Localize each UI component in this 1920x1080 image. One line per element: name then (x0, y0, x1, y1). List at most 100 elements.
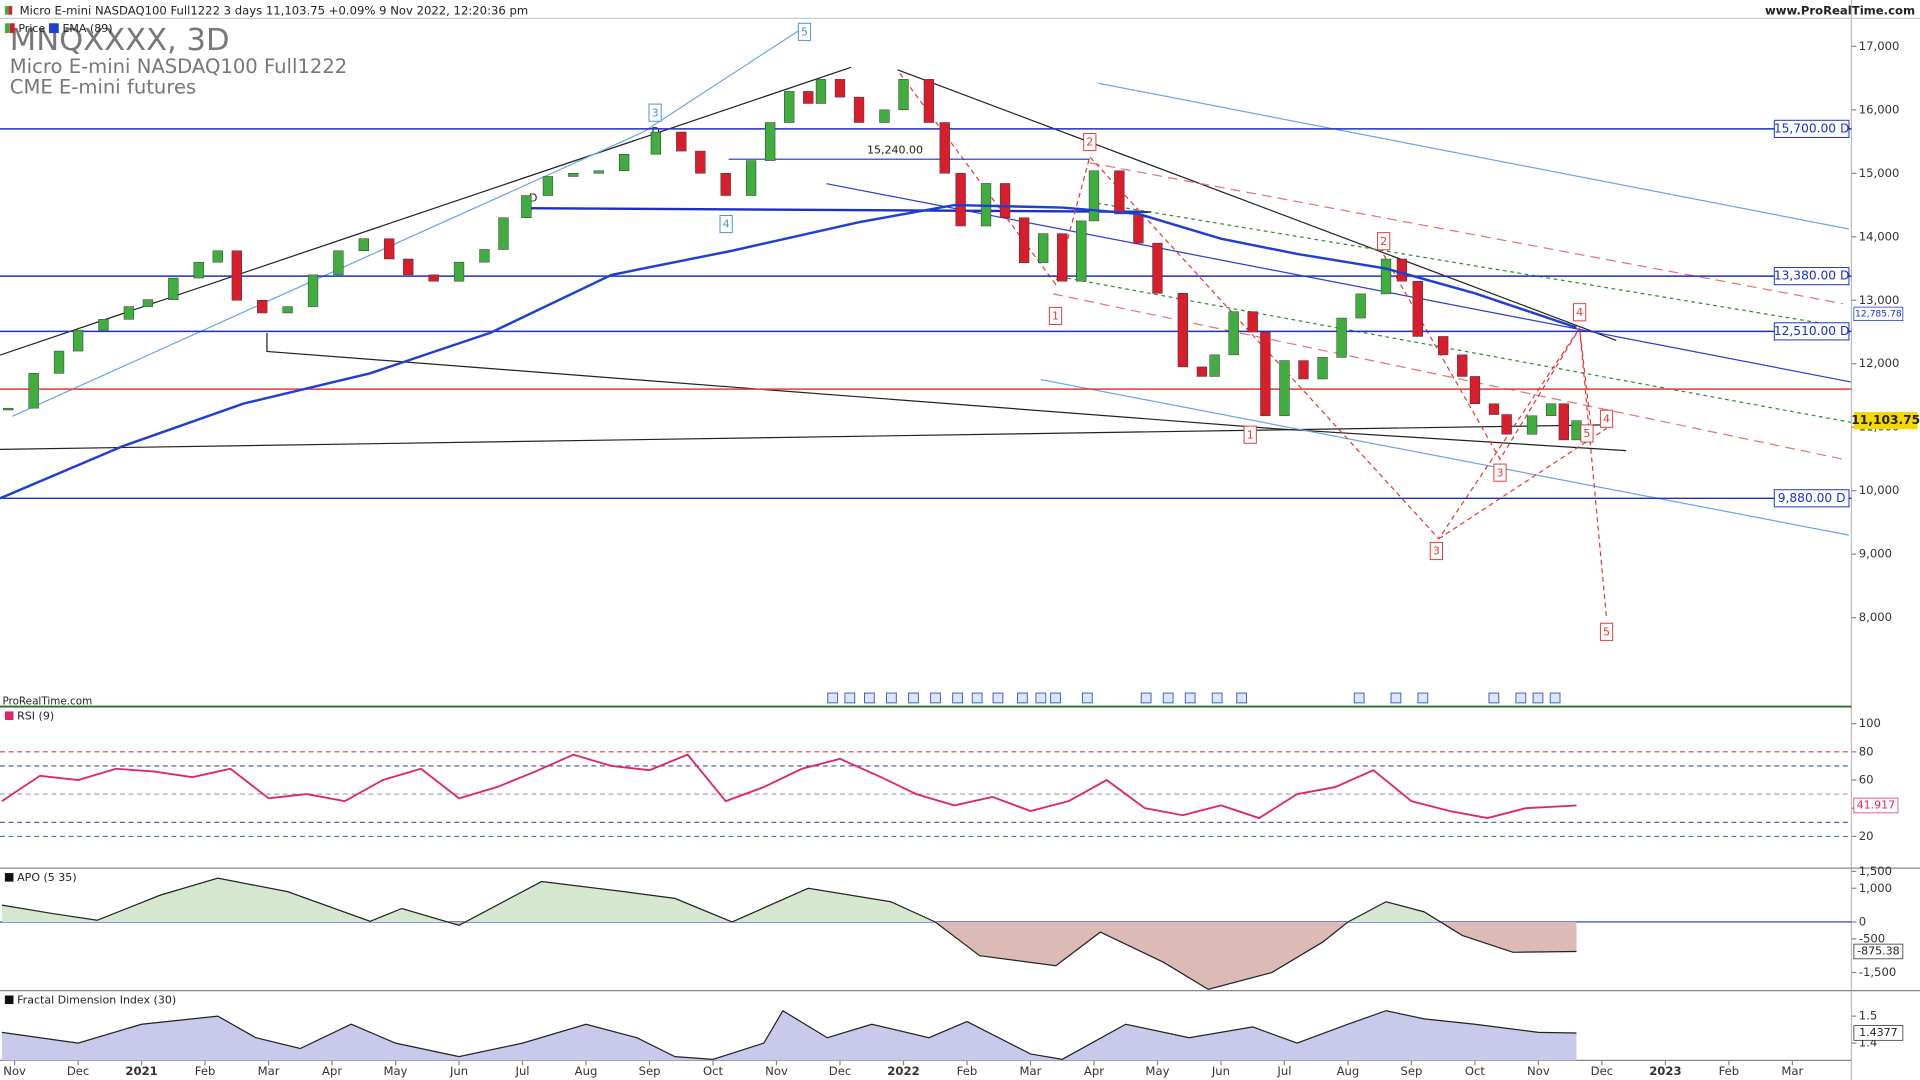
x-tick-label: Oct (1465, 1064, 1486, 1078)
level-label: 13,380.00 D (1774, 269, 1850, 283)
trendline (522, 206, 1152, 214)
wave-label-text: 2 (1380, 235, 1387, 248)
wave-label-box (1048, 306, 1063, 325)
y-tick-label: 15,000 (1859, 166, 1900, 180)
event-icon[interactable] (1211, 692, 1223, 704)
event-icon[interactable] (1549, 692, 1561, 704)
x-tick-label: Apr (322, 1064, 342, 1078)
site-link[interactable]: www.ProRealTime.com (1765, 4, 1915, 18)
panel-title[interactable]: RSI (9) (17, 709, 54, 722)
x-tick-label: Sep (639, 1064, 661, 1078)
last-value-box (1853, 1025, 1904, 1041)
legend-entry[interactable]: Price (18, 22, 45, 35)
candle (1355, 293, 1366, 319)
event-icon[interactable] (1390, 692, 1402, 704)
candle (879, 109, 890, 123)
wave-label-text: 5 (1603, 625, 1610, 638)
event-icon[interactable] (1050, 692, 1061, 704)
event-icon[interactable] (1184, 692, 1196, 704)
x-tick-label: Dec (829, 1064, 852, 1078)
candle (72, 329, 84, 352)
event-icon[interactable] (1035, 692, 1047, 704)
event-icon[interactable] (844, 692, 856, 704)
x-tick-label: Mar (1781, 1064, 1803, 1078)
level-label: 12,510.00 D (1774, 324, 1850, 338)
wave-label-text: 4 (1576, 306, 1583, 319)
wave-label: 1 (1243, 425, 1257, 444)
y-tick-label: 14,000 (1859, 229, 1900, 243)
event-icon[interactable] (1081, 692, 1093, 704)
candle (498, 217, 509, 250)
annotation: 15,240.00 (867, 144, 923, 157)
y-tick-label: 16,000 (1859, 102, 1900, 116)
event-icon[interactable] (1488, 692, 1500, 704)
candle (453, 261, 465, 282)
x-tick-label: Apr (1084, 1064, 1104, 1078)
channel-line (1089, 162, 1843, 305)
candle (1380, 258, 1392, 295)
candle (542, 176, 554, 196)
x-tick-label: Mar (1020, 1064, 1042, 1078)
legend-entry[interactable]: EMA (89) (62, 22, 112, 35)
x-tick-label: 2021 (125, 1064, 157, 1078)
panel-title[interactable]: APO (5 35) (17, 871, 76, 884)
event-icon[interactable] (908, 692, 919, 704)
candle (955, 173, 966, 227)
event-icon[interactable] (1417, 692, 1429, 704)
legend-swatch (9, 23, 15, 34)
candle (3, 407, 14, 411)
candle (618, 154, 630, 172)
wave-label: 3 (648, 103, 662, 122)
candle (98, 319, 109, 331)
candle (1076, 220, 1087, 282)
candle (939, 122, 950, 174)
event-icon[interactable] (1353, 692, 1365, 704)
legend-swatch (48, 23, 59, 34)
y-tick-label: 17,000 (1859, 39, 1900, 53)
event-icon[interactable] (1162, 692, 1174, 704)
candle (593, 170, 604, 174)
event-icon[interactable] (971, 692, 983, 704)
trendline (642, 23, 809, 133)
event-icon[interactable] (952, 692, 963, 704)
candle (1412, 280, 1423, 337)
wave-label-box (719, 215, 733, 234)
candle (307, 274, 319, 307)
y-tick-label: 12,000 (1859, 356, 1900, 370)
event-icon[interactable] (864, 692, 875, 704)
x-tick-label: Feb (1719, 1064, 1740, 1078)
event-icon[interactable] (1236, 692, 1248, 704)
event-icon[interactable] (930, 692, 941, 704)
wave-label-box (1493, 463, 1507, 482)
marker-label: 12,785.78 (1855, 308, 1902, 319)
event-icon[interactable] (886, 692, 897, 704)
wave-label: 2 (1083, 132, 1097, 152)
wave-label-box (1377, 232, 1391, 251)
last-value-label: 41.917 (1857, 798, 1896, 811)
wave-path (1438, 428, 1607, 540)
last-value-box (1853, 943, 1904, 960)
y-tick-label: 80 (1859, 744, 1874, 758)
event-icon[interactable] (827, 692, 839, 704)
event-icon[interactable] (1017, 692, 1028, 704)
last-value-label: -875.38 (1857, 944, 1900, 957)
candle (142, 299, 154, 307)
wave-label: 4 (1599, 409, 1614, 428)
event-icon[interactable] (992, 692, 1004, 704)
event-icon[interactable] (1140, 692, 1152, 704)
wave-label-text: 5 (801, 25, 808, 38)
trendline (266, 333, 1627, 452)
candle (1260, 331, 1271, 417)
x-tick-label: May (1145, 1064, 1169, 1078)
legend-swatch (4, 23, 10, 34)
trendline (11, 131, 644, 417)
candle (1501, 414, 1512, 435)
wave-label: 5 (1580, 424, 1594, 443)
panel-title[interactable]: Fractal Dimension Index (30) (17, 993, 176, 1006)
wave-label: 4 (719, 215, 733, 234)
wave-label: 4 (1572, 303, 1587, 322)
event-icon[interactable] (1532, 692, 1544, 704)
event-icon[interactable] (1515, 692, 1527, 704)
x-tick-label: Oct (703, 1064, 724, 1078)
candle (803, 91, 814, 104)
